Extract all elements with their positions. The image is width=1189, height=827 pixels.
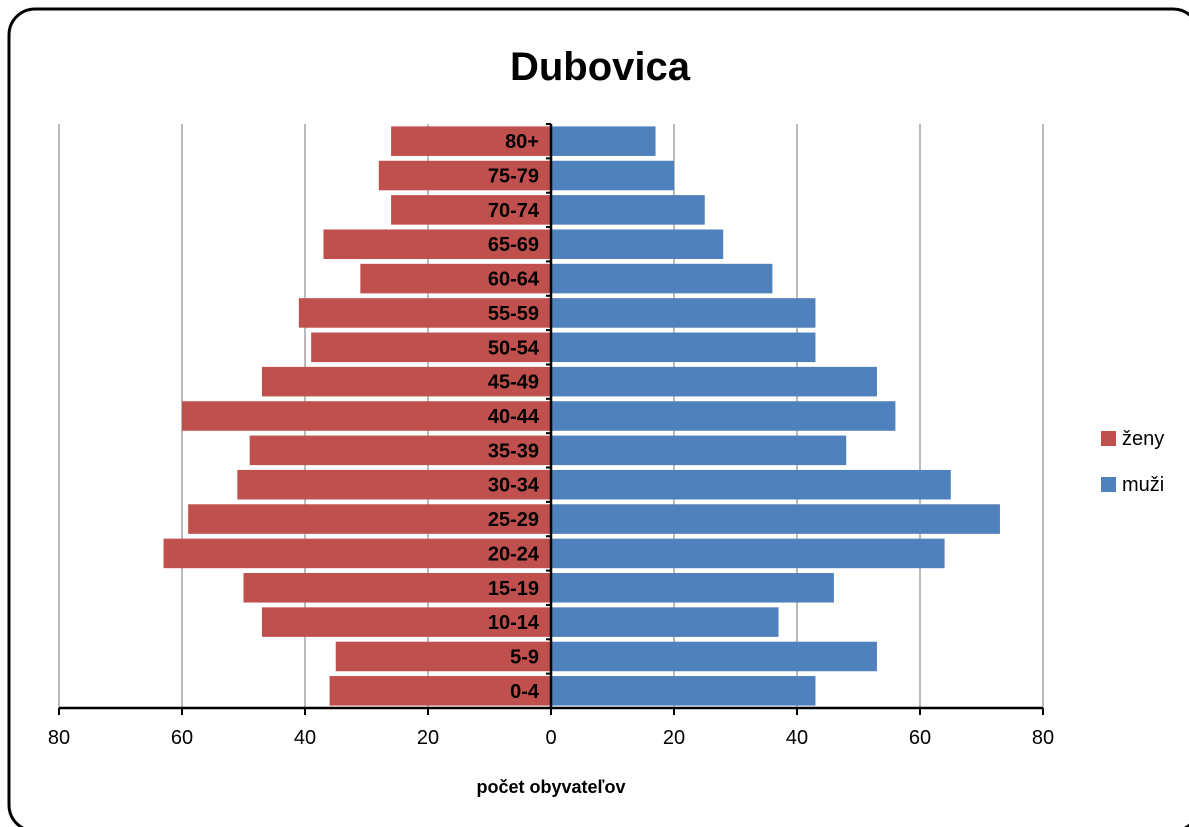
category-label: 10-14 — [488, 612, 540, 634]
bar-right — [551, 469, 951, 500]
bar-left — [329, 676, 551, 706]
legend-swatch — [1101, 431, 1116, 446]
category-labels: 0-4 5-9 10-14 15-19 20-24 25-29 30-34 35-39 40-4… — [488, 131, 540, 703]
bar-left — [360, 263, 551, 294]
category-label: 60-64 — [488, 269, 540, 291]
bar-right — [551, 229, 724, 260]
category-label: 40-44 — [488, 406, 540, 428]
bar-right — [551, 160, 674, 191]
bar-left — [261, 607, 551, 637]
bar-left — [261, 366, 551, 397]
bar-left — [182, 401, 551, 431]
x-tick-label: 60 — [171, 727, 193, 749]
x-tick-label: 0 — [545, 727, 556, 749]
bar-right — [551, 126, 656, 156]
bar-right — [551, 435, 847, 466]
x-tick-label: 20 — [663, 727, 685, 749]
chart-title: Dubovica — [510, 45, 691, 89]
bar-left — [298, 298, 551, 328]
legend: ženy muži — [1101, 428, 1164, 496]
bar-left — [249, 435, 551, 466]
x-tick-label: 40 — [786, 727, 808, 749]
bar-right — [551, 263, 773, 294]
category-label: 35-39 — [488, 440, 539, 462]
x-tick-label: 80 — [48, 727, 70, 749]
bar-right — [551, 641, 877, 672]
category-label: 55-59 — [488, 303, 539, 325]
category-label: 0-4 — [510, 681, 540, 703]
x-axis: 80 60 40 20 0 20 40 60 80 — [48, 123, 1054, 749]
legend-label: muži — [1122, 474, 1164, 496]
category-label: 50-54 — [488, 337, 540, 359]
x-axis-label: počet obyvateľov — [477, 777, 626, 797]
bar-right — [551, 504, 1000, 534]
bar-left — [243, 572, 551, 603]
bar-right — [551, 538, 945, 569]
bar-right — [551, 332, 816, 363]
category-label: 25-29 — [488, 509, 539, 531]
category-label: 30-34 — [488, 475, 540, 497]
bar-left — [335, 641, 551, 672]
category-label: 75-79 — [488, 166, 539, 188]
bar-right — [551, 676, 816, 706]
category-label: 65-69 — [488, 234, 539, 256]
category-label: 80+ — [505, 131, 539, 153]
category-label: 70-74 — [488, 200, 540, 222]
bar-left — [311, 332, 551, 363]
x-tick-label: 80 — [1032, 727, 1054, 749]
bar-left — [323, 229, 551, 260]
bar-right — [551, 401, 896, 431]
bar-right — [551, 195, 705, 225]
x-tick-label: 20 — [417, 727, 439, 749]
bars — [163, 126, 1000, 706]
category-label: 15-19 — [488, 578, 539, 600]
x-tick-label: 60 — [909, 727, 931, 749]
bar-right — [551, 298, 816, 328]
category-label: 45-49 — [488, 372, 539, 394]
bar-left — [391, 126, 551, 156]
category-label: 20-24 — [488, 543, 540, 565]
x-tick-label: 40 — [294, 727, 316, 749]
legend-swatch — [1101, 477, 1116, 492]
legend-label: ženy — [1122, 428, 1164, 450]
bar-right — [551, 366, 877, 397]
bar-left — [391, 195, 551, 225]
bar-left — [188, 504, 551, 534]
bar-right — [551, 607, 779, 637]
bar-left — [163, 538, 552, 569]
bar-left — [378, 160, 551, 191]
category-label: 5-9 — [510, 646, 539, 668]
bar-right — [551, 572, 834, 603]
bar-left — [237, 469, 551, 500]
